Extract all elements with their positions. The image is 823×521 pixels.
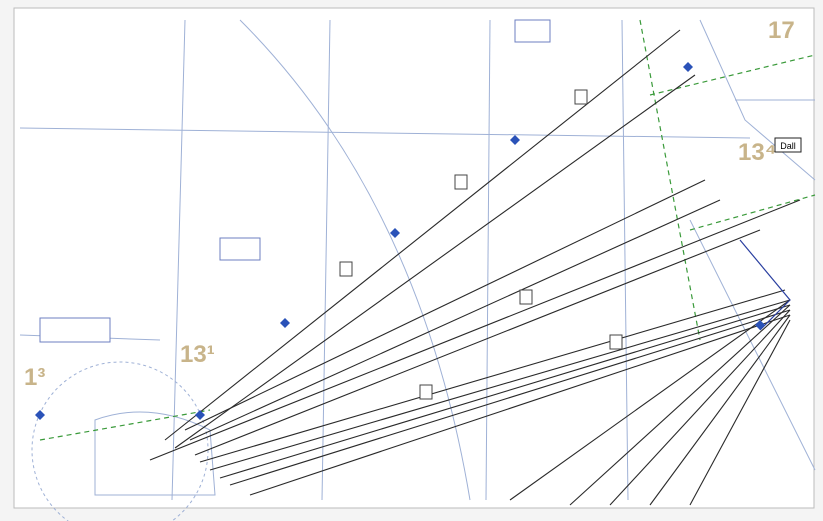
route-boxes — [39, 19, 623, 400]
map-frame — [13, 7, 815, 509]
sector-label: 13⁴ — [738, 139, 777, 166]
routes — [149, 29, 801, 506]
boundaries — [39, 19, 816, 441]
sector-label: 17 — [768, 17, 795, 44]
sector-label: 13¹ — [180, 341, 215, 368]
waypoints — [35, 62, 765, 420]
fix-label: Dall — [780, 141, 796, 151]
sector-label: 1³ — [24, 364, 45, 391]
fix-box — [774, 137, 802, 153]
